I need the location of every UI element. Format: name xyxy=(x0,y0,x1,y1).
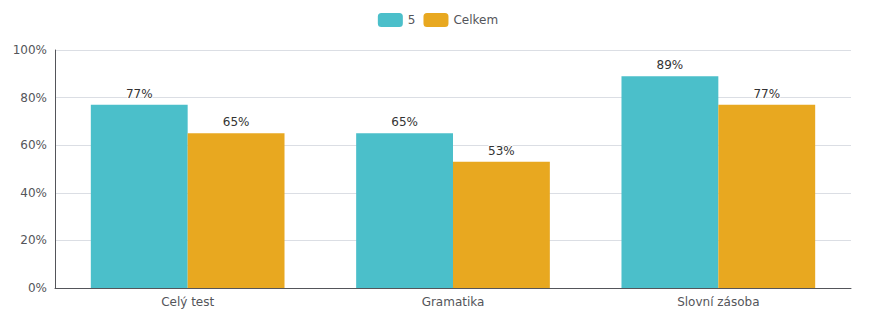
svg-text:5: 5 xyxy=(408,13,416,27)
svg-text:65%: 65% xyxy=(223,115,250,129)
svg-text:Gramatika: Gramatika xyxy=(422,295,485,309)
svg-text:100%: 100% xyxy=(13,43,47,57)
svg-text:20%: 20% xyxy=(20,233,47,247)
svg-text:80%: 80% xyxy=(20,91,47,105)
svg-text:65%: 65% xyxy=(391,115,418,129)
svg-text:Slovní zásoba: Slovní zásoba xyxy=(677,295,759,309)
svg-text:77%: 77% xyxy=(753,87,780,101)
svg-text:Celý test: Celý test xyxy=(161,295,214,309)
svg-text:77%: 77% xyxy=(126,87,153,101)
svg-text:40%: 40% xyxy=(20,186,47,200)
svg-text:60%: 60% xyxy=(20,138,47,152)
svg-text:89%: 89% xyxy=(657,58,684,72)
svg-text:53%: 53% xyxy=(488,144,515,158)
svg-text:0%: 0% xyxy=(28,281,47,295)
svg-text:Celkem: Celkem xyxy=(453,13,498,27)
